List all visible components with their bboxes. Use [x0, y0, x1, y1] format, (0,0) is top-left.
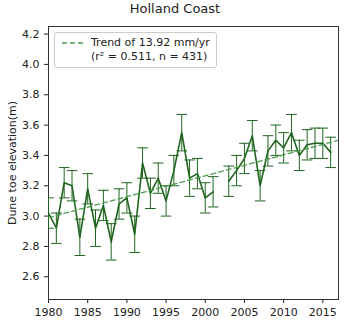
svg-text:3.2: 3.2	[22, 179, 40, 192]
svg-text:1990: 1990	[113, 306, 141, 319]
svg-text:1995: 1995	[152, 306, 180, 319]
svg-text:2000: 2000	[191, 306, 219, 319]
svg-text:3.6: 3.6	[22, 119, 40, 132]
svg-text:4.2: 4.2	[22, 28, 40, 41]
svg-text:2005: 2005	[230, 306, 258, 319]
svg-text:2015: 2015	[309, 306, 337, 319]
svg-text:1985: 1985	[74, 306, 102, 319]
html-text:Trend of 13.92 mm/yr: Trend of 13.92 mm/yr	[91, 36, 210, 49]
svg-text:2.6: 2.6	[22, 270, 40, 283]
svg-text:3.8: 3.8	[22, 88, 40, 101]
svg-text:2010: 2010	[270, 306, 298, 319]
svg-text:3.4: 3.4	[22, 149, 40, 162]
html-text:(r² = 0.511, n = 431): (r² = 0.511, n = 431)	[91, 50, 208, 63]
svg-text:1980: 1980	[35, 306, 63, 319]
svg-text:2.8: 2.8	[22, 240, 40, 253]
svg-text:3.0: 3.0	[22, 210, 40, 223]
html-text:Holland Coast: Holland Coast	[129, 1, 221, 16]
svg-text:Dune toe elevation(m): Dune toe elevation(m)	[6, 101, 19, 225]
svg-text:4.0: 4.0	[22, 58, 40, 71]
